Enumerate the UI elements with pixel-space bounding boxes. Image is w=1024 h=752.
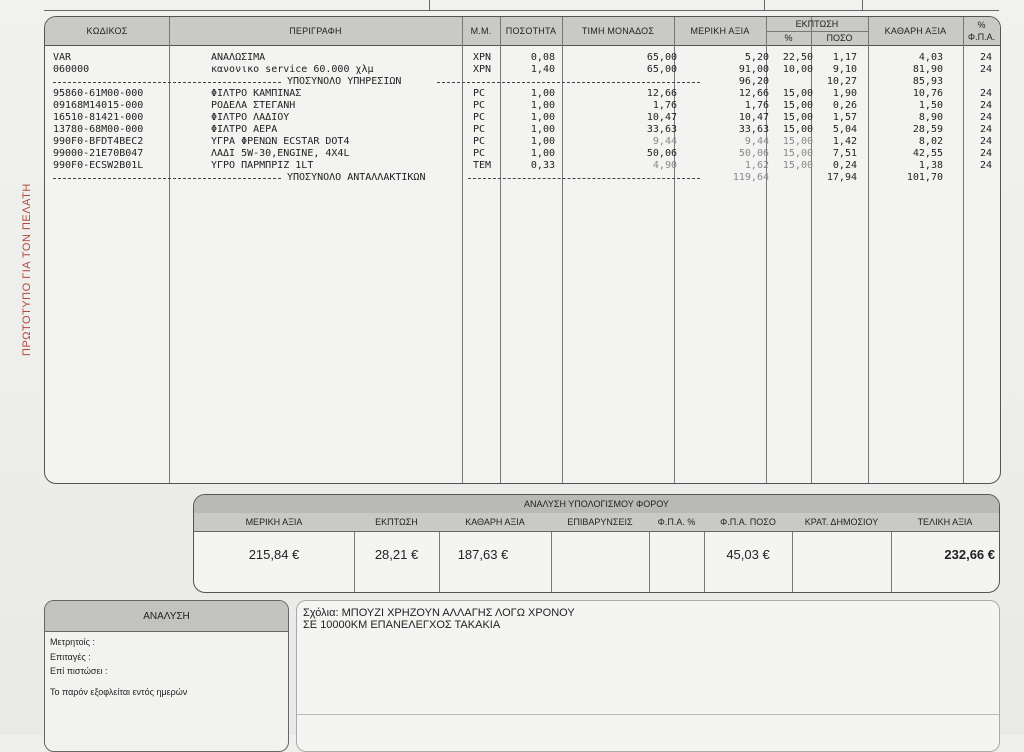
header-discount-pct: % bbox=[784, 33, 793, 43]
table-row: 990F0-BFDT4BEC2 ΥΓΡΑ ΦΡΕΝΩΝ ECSTAR DOT4 … bbox=[53, 136, 993, 147]
header-discount: ΕΚΠΤΩΣΗ bbox=[795, 19, 839, 29]
tax-header-partial: ΜΕΡΙΚΗ ΑΞΙΑ bbox=[194, 513, 354, 532]
tax-value-partial: 215,84 € bbox=[248, 546, 300, 562]
customer-copy-label: ΠΡΩΤΟΤΥΠΟ ΓΙΑ ΤΟΝ ΠΕΛΑΤΗ bbox=[21, 183, 33, 357]
header-discount-amount: ΠΟΣΟ bbox=[826, 33, 853, 43]
table-row: 990F0-ECSW2B01L ΥΓΡΟ ΠΑΡΜΠΡΙΖ 1LT TEM 0,… bbox=[53, 160, 993, 171]
tax-header-charges: ΕΠΙΒΑΡΥΝΣΕΙΣ bbox=[551, 513, 649, 532]
header-vat: Φ.Π.Α. bbox=[967, 32, 996, 42]
items-table: ΚΩΔΙΚΟΣ ΠΕΡΙΓΡΑΦΗ Μ.Μ. ΠΟΣΟΤΗΤΑ ΤΙΜΗ ΜΟΝ… bbox=[44, 16, 1001, 484]
table-row: 16510-81421-000 ΦΙΛΤΡΟ ΛΑΔΙΟΥ PC 1,00 10… bbox=[53, 112, 993, 123]
table-row: 13780-68M00-000 ΦΙΛΤΡΟ ΑΕΡΑ PC 1,00 33,6… bbox=[53, 124, 993, 135]
table-row: 99000-21E70B047 ΛΑΔΙ 5W-30,ENGINE, 4X4L … bbox=[53, 148, 993, 159]
tax-value-net: 187,63 € bbox=[457, 546, 509, 562]
tax-header-public-withholding: ΚΡΑΤ. ΔΗΜΟΣΙΟΥ bbox=[792, 513, 891, 532]
credit-label: Επί πιστώσει : bbox=[50, 666, 108, 676]
payment-analysis-title: ΑΝΑΛΥΣΗ bbox=[45, 601, 288, 632]
subtotal-services-row: ΥΠΟΣΥΝΟΛΟ ΥΠΗΡΕΣΙΩΝ 96,20 10,27 85,93 bbox=[45, 76, 1000, 88]
subtotal-parts-row: ΥΠΟΣΥΝΟΛΟ ΑΝΤΑΛΛΑΚΤΙΚΩΝ 119,64 17,94 101… bbox=[45, 172, 1000, 184]
header-net-value: ΚΑΘΑΡΗ ΑΞΙΑ bbox=[884, 26, 947, 36]
cash-label: Μετρητοίς : bbox=[50, 637, 95, 647]
header-description: ΠΕΡΙΓΡΑΦΗ bbox=[289, 26, 342, 36]
tax-header-net: ΚΑΘΑΡΗ ΑΞΙΑ bbox=[439, 513, 551, 532]
previous-table-edge bbox=[44, 0, 999, 11]
table-row: 95860-61M00-000 ΦΙΛΤΡΟ ΚΑΜΠΙΝΑΣ PC 1,00 … bbox=[53, 88, 993, 99]
comments-line-1: Σχόλια: ΜΠΟΥΖΙ ΧΡΗΖΟΥΝ ΑΛΛΑΓΗΣ ΛΟΓΩ ΧΡΟΝ… bbox=[303, 607, 575, 619]
header-quantity: ΠΟΣΟΤΗΤΑ bbox=[505, 26, 557, 36]
table-row: 09168M14015-000 ΡΟΔΕΛΑ ΣΤΕΓΑΝΗ PC 1,00 1… bbox=[53, 100, 993, 111]
comments-text: Σχόλια: ΜΠΟΥΖΙ ΧΡΗΖΟΥΝ ΑΛΛΑΓΗΣ ΛΟΓΩ ΧΡΟΝ… bbox=[303, 607, 575, 631]
header-unit-price: ΤΙΜΗ ΜΟΝΑΔΟΣ bbox=[581, 26, 655, 36]
items-rows: VAR ΑΝΑΛΩΣΙΜΑ ΧΡΝ 0,08 65,00 5,20 22,50 … bbox=[45, 52, 1000, 184]
payment-analysis-box: ΑΝΑΛΥΣΗ Μετρητοίς : Επιταγές : Επί πιστώ… bbox=[44, 600, 289, 752]
header-vat-pct: % bbox=[977, 20, 986, 30]
tax-header-vat-amount: Φ.Π.Α. ΠΟΣΟ bbox=[704, 513, 792, 532]
payment-terms: Το παρόν εξοφλείται εντός ημερών bbox=[50, 687, 188, 697]
tax-value-final: 232,66 € bbox=[944, 546, 995, 562]
comments-line-2: ΣΕ 10000ΚΜ ΕΠΑΝΕΛΕΓΧΟΣ ΤΑΚΑΚΙΑ bbox=[303, 619, 501, 631]
table-row: VAR ΑΝΑΛΩΣΙΜΑ ΧΡΝ 0,08 65,00 5,20 22,50 … bbox=[53, 52, 993, 63]
tax-header-final: ΤΕΛΙΚΗ ΑΞΙΑ bbox=[891, 513, 999, 532]
tax-value-vat-amount: 45,03 € bbox=[726, 546, 770, 562]
tax-analysis-table: ΑΝΑΛΥΣΗ ΥΠΟΛΟΓΙΣΜΟΥ ΦΟΡΟΥ ΜΕΡΙΚΗ ΑΞΙΑ ΕΚ… bbox=[193, 494, 1000, 593]
checks-label: Επιταγές : bbox=[50, 652, 91, 662]
tax-header-vat-pct: Φ.Π.Α. % bbox=[649, 513, 704, 532]
tax-header-discount: ΕΚΠΤΩΣΗ bbox=[354, 513, 439, 532]
table-row: 060000 κανονικο service 60.000 χλμ ΧΡΝ 1… bbox=[53, 64, 993, 75]
comments-divider bbox=[297, 714, 999, 715]
comments-box: Σχόλια: ΜΠΟΥΖΙ ΧΡΗΖΟΥΝ ΑΛΛΑΓΗΣ ΛΟΓΩ ΧΡΟΝ… bbox=[296, 600, 1000, 752]
header-unit: Μ.Μ. bbox=[470, 26, 492, 36]
tax-analysis-title: ΑΝΑΛΥΣΗ ΥΠΟΛΟΓΙΣΜΟΥ ΦΟΡΟΥ bbox=[194, 495, 999, 514]
header-partial-value: ΜΕΡΙΚΗ ΑΞΙΑ bbox=[690, 26, 750, 36]
tax-value-discount: 28,21 € bbox=[374, 546, 419, 562]
header-code: ΚΩΔΙΚΟΣ bbox=[86, 26, 128, 36]
